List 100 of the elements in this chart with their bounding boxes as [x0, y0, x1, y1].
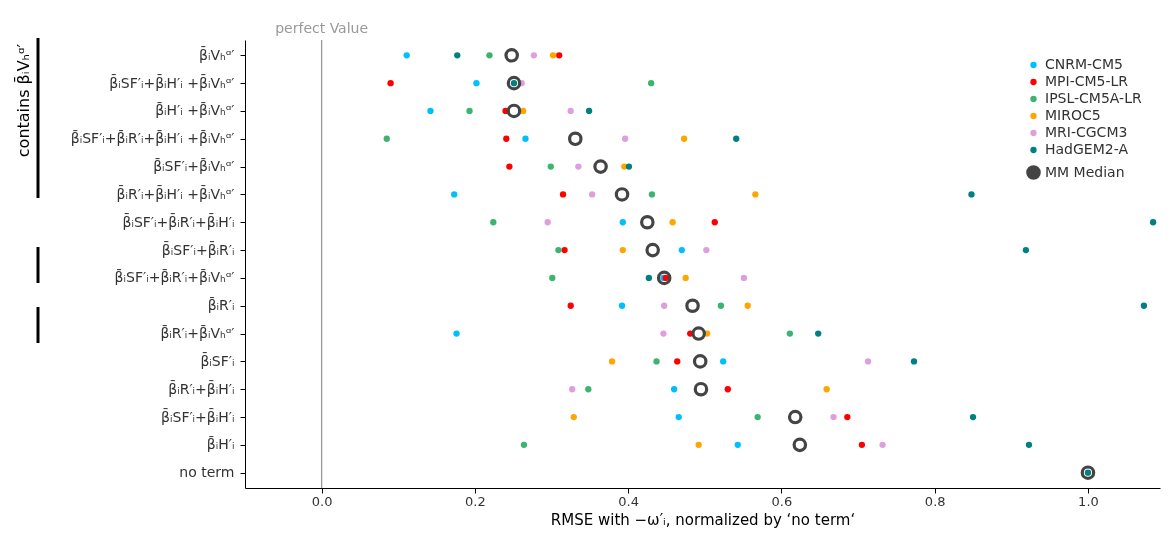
- point: [619, 219, 626, 226]
- legend-label: CNRM-CM5: [1045, 56, 1123, 72]
- legend-label: MIROC5: [1045, 107, 1101, 123]
- point: [490, 219, 497, 226]
- point: [556, 52, 563, 59]
- point: [648, 191, 656, 198]
- point: [787, 409, 803, 425]
- point: [403, 52, 410, 59]
- point: [1140, 302, 1148, 309]
- point: [968, 191, 975, 198]
- point: [640, 214, 655, 230]
- x-tick-label: 1.0: [1078, 493, 1099, 509]
- point: [520, 441, 528, 449]
- point: [614, 187, 630, 202]
- point: [786, 330, 794, 337]
- point: [692, 354, 708, 369]
- legend-label: MRI-CGCM3: [1045, 124, 1128, 140]
- point: [504, 48, 519, 63]
- point: [703, 246, 710, 254]
- y-tick-label: β̄ᵢR′ᵢ+β̄ᵢH′ᵢ: [168, 380, 235, 397]
- point: [561, 246, 568, 254]
- point: [858, 441, 866, 449]
- point: [695, 441, 702, 449]
- point: [724, 386, 731, 393]
- point: [427, 107, 434, 115]
- point: [792, 437, 808, 453]
- point: [625, 163, 633, 170]
- point: [733, 135, 740, 142]
- y-tick-label: β̄ᵢR′ᵢ: [207, 296, 235, 314]
- point: [486, 52, 493, 59]
- y-tick-label: β̄ᵢSF′ᵢ+β̄ᵢR′ᵢ+β̄ᵢH′ᵢ: [122, 213, 235, 230]
- point: [387, 79, 394, 87]
- point: [567, 302, 574, 309]
- point: [879, 441, 886, 449]
- point: [530, 52, 538, 59]
- x-tick-label: 0.6: [771, 493, 793, 509]
- legend-label: MM Median: [1045, 163, 1125, 180]
- point: [559, 191, 567, 198]
- point: [685, 298, 700, 314]
- point: [522, 135, 529, 142]
- point: [567, 131, 583, 147]
- point: [653, 358, 660, 365]
- point: [555, 246, 562, 254]
- point: [618, 302, 626, 309]
- point: [544, 219, 551, 226]
- legend-label: IPSL-CM5A-LR: [1045, 90, 1142, 106]
- point: [678, 246, 685, 254]
- point: [645, 242, 660, 258]
- point: [549, 52, 557, 59]
- point: [588, 191, 596, 198]
- y-tick-label: β̄ᵢR′ᵢ+β̄ᵢH′ᵢ +β̄ᵢVₕᵅ′: [116, 185, 235, 202]
- x-tick-label: 0.0: [311, 493, 333, 509]
- point: [647, 79, 655, 87]
- y-tick-label: β̄ᵢH′ᵢ +β̄ᵢVₕᵅ′: [155, 101, 235, 119]
- point: [670, 386, 678, 393]
- point: [720, 358, 727, 365]
- point: [520, 107, 527, 115]
- point: [844, 413, 851, 421]
- point: [823, 386, 830, 393]
- point: [674, 358, 681, 365]
- point: [503, 135, 510, 142]
- point: [1080, 465, 1096, 480]
- point: [506, 103, 522, 119]
- y-tick-label: β̄ᵢVₕᵅ′: [198, 46, 235, 63]
- point: [669, 219, 676, 226]
- point: [570, 413, 577, 421]
- y-tick-label: β̄ᵢH′ᵢ: [206, 435, 235, 453]
- point: [680, 135, 688, 142]
- legend-label: HadGEM2-A: [1045, 141, 1129, 157]
- x-tick-label: 0.2: [465, 493, 486, 509]
- point: [549, 274, 556, 282]
- legend-label: MPI-CM5-LR: [1045, 73, 1129, 89]
- point: [660, 330, 667, 337]
- y-tick-label: β̄ᵢR′ᵢ+β̄ᵢVₕᵅ′: [160, 324, 235, 342]
- y-tick-label: β̄ᵢSF′ᵢ+β̄ᵢR′ᵢ: [161, 241, 235, 258]
- point: [593, 159, 608, 174]
- y-tick-label: β̄ᵢSF′ᵢ+β̄ᵢVₕᵅ′: [153, 157, 235, 175]
- point: [815, 330, 822, 337]
- x-tick-label: 0.8: [924, 493, 946, 509]
- point: [585, 107, 593, 115]
- point: [453, 330, 460, 337]
- y-tick-label: β̄ᵢSF′ᵢ+β̄ᵢH′ᵢ: [161, 407, 235, 425]
- point: [969, 413, 977, 421]
- y-tick-label: β̄ᵢSF′ᵢ+β̄ᵢR′ᵢ+β̄ᵢVₕᵅ′: [114, 268, 235, 286]
- point: [656, 270, 672, 286]
- y-tick-label: β̄ᵢSF′ᵢ+β̄ᵢR′ᵢ+β̄ᵢH′ᵢ +β̄ᵢVₕᵅ′: [70, 129, 235, 147]
- point: [383, 135, 390, 142]
- x-tick-label: 0.4: [618, 493, 640, 509]
- point: [754, 413, 761, 421]
- ref-line-label: perfect Value: [275, 20, 369, 36]
- point: [567, 107, 574, 115]
- point: [1149, 219, 1157, 226]
- point: [575, 163, 582, 170]
- point: [693, 381, 709, 397]
- point: [734, 441, 741, 449]
- point: [682, 274, 689, 282]
- point: [506, 75, 522, 91]
- y-tick-label: β̄ᵢSF′ᵢ+β̄ᵢH′ᵢ +β̄ᵢVₕᵅ′: [109, 74, 235, 91]
- y-tick-label: β̄ᵢSF′ᵢ: [200, 352, 235, 369]
- point: [466, 107, 473, 115]
